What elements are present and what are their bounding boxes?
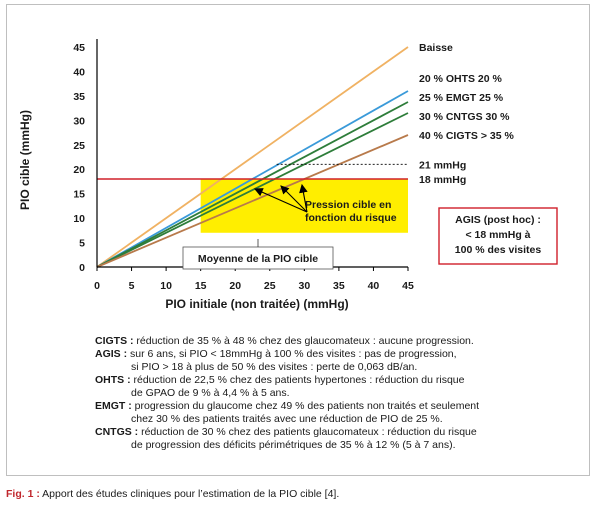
note-key: AGIS : <box>95 348 128 360</box>
note-line: de progression des déficits périmétrique… <box>131 439 456 451</box>
y-axis-title: PIO cible (mmHg) <box>18 110 32 210</box>
y-tick-label-0: 0 <box>79 262 85 274</box>
reference-label-0: 21 mmHg <box>419 159 466 171</box>
chart: 21 mmHg 18 mmHg 0 5 10 15 20 25 30 35 40 45 0 5 10 15 2… <box>18 39 558 311</box>
agis-box <box>438 207 558 265</box>
series-label-4: 40 % CIGTS > 35 % <box>419 130 514 142</box>
note-line: CNTGS : réduction de 30 % chez des patie… <box>95 426 477 438</box>
figure-caption: Fig. 1 : Apport des études cliniques pou… <box>6 488 339 500</box>
y-tick-label-5: 25 <box>73 140 85 152</box>
caption-text: Apport des études cliniques pour l’estim… <box>39 488 340 500</box>
figure-frame: 21 mmHg 18 mmHg 0 5 10 15 20 25 30 35 40 45 0 5 10 15 2… <box>6 4 590 476</box>
y-tick-label-1: 5 <box>79 238 85 250</box>
x-axis-title: PIO initiale (non traitée) (mmHg) <box>165 297 348 311</box>
x-tick-label-5: 25 <box>264 280 276 292</box>
agis-line-3: 100 % des visites <box>455 244 542 256</box>
note-line: EMGT : progression du glaucome chez 49 %… <box>95 400 480 412</box>
series-label-1: 20 % OHTS 20 % <box>419 73 503 85</box>
arrow-to-ohts <box>253 188 308 213</box>
note-3: EMGT : progression du glaucome chez 49 %… <box>95 400 575 426</box>
note-line: CIGTS : réduction de 35 % à 48 % chez de… <box>95 335 474 347</box>
series-label-0: Baisse <box>419 42 453 54</box>
x-tick-label-6: 30 <box>298 280 310 292</box>
agis-line-1: AGIS (post hoc) : <box>455 214 541 226</box>
series-line-0 <box>96 46 409 268</box>
note-4: CNTGS : réduction de 30 % chez des patie… <box>95 426 575 452</box>
annotation-pression-line-2: fonction du risque <box>305 212 397 224</box>
x-tick-label-4: 20 <box>229 280 241 292</box>
series-label-3: 30 % CNTGS 30 % <box>419 111 510 123</box>
x-tick-label-0: 0 <box>94 280 100 292</box>
note-key: CNTGS : <box>95 426 139 438</box>
note-line: si PIO > 18 à plus de 50 % des visites :… <box>131 361 418 373</box>
x-tick-label-1: 5 <box>129 280 135 292</box>
reference-label-1: 18 mmHg <box>419 174 466 186</box>
caption-figure-number: Fig. 1 : <box>6 488 40 500</box>
study-notes: CIGTS : réduction de 35 % à 48 % chez de… <box>95 335 575 452</box>
x-tick-label-2: 10 <box>160 280 172 292</box>
note-line: AGIS : sur 6 ans, si PIO < 18mmHg à 100 … <box>95 348 457 360</box>
y-tick-label-9: 45 <box>73 42 85 54</box>
note-key: EMGT : <box>95 400 132 412</box>
agis-line-2: < 18 mmHg à <box>465 229 530 241</box>
note-1: AGIS : sur 6 ans, si PIO < 18mmHg à 100 … <box>95 348 575 374</box>
y-tick-label-7: 35 <box>73 91 85 103</box>
x-tick-label-7: 35 <box>333 280 345 292</box>
y-tick-label-2: 10 <box>73 213 85 225</box>
note-2: OHTS : réduction de 22,5 % chez des pati… <box>95 374 575 400</box>
annotation-pression-line-1: Pression cible en <box>305 199 391 211</box>
moyenne-label: Moyenne de la PIO cible <box>198 253 318 265</box>
y-tick-label-8: 40 <box>73 66 85 78</box>
y-tick-label-6: 30 <box>73 115 85 127</box>
series-line-3 <box>96 112 409 268</box>
x-tick-label-8: 40 <box>368 280 380 292</box>
x-tick-label-9: 45 <box>402 280 414 292</box>
note-line: OHTS : réduction de 22,5 % chez des pati… <box>95 374 465 386</box>
series-line-2 <box>96 101 409 268</box>
x-tick-label-3: 15 <box>195 280 207 292</box>
note-key: OHTS : <box>95 374 131 386</box>
y-tick-label-3: 15 <box>73 189 85 201</box>
note-line: chez 30 % des patients traités avec une … <box>131 413 443 425</box>
arrow-to-emgt <box>280 185 308 213</box>
note-line: de GPAO de 9 % à 4,4 % à 5 ans. <box>131 387 290 399</box>
y-tick-label-4: 20 <box>73 164 85 176</box>
series-line-4 <box>96 134 409 268</box>
note-0: CIGTS : réduction de 35 % à 48 % chez de… <box>95 335 575 348</box>
series-label-2: 25 % EMGT 25 % <box>419 92 504 104</box>
note-key: CIGTS : <box>95 335 134 347</box>
arrow-to-cntgs <box>299 183 308 213</box>
